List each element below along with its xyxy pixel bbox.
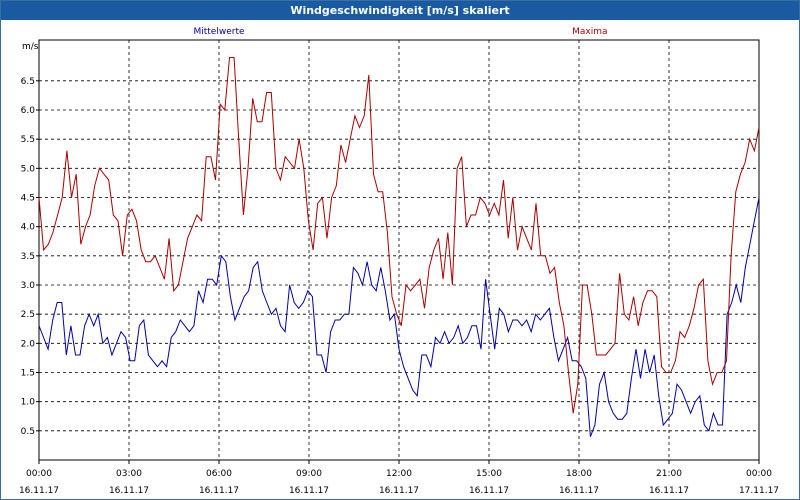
series-layer <box>38 57 760 437</box>
series-line-maxima <box>38 57 760 414</box>
x-tick-time: 15:00 <box>476 469 502 479</box>
grid <box>39 40 759 460</box>
x-tick-time: 12:00 <box>386 469 412 479</box>
y-tick-label: 6.0 <box>21 106 36 116</box>
y-tick-label: 3.5 <box>21 252 35 262</box>
y-tick-label: 5.5 <box>21 135 35 145</box>
x-tick-time: 09:00 <box>296 469 322 479</box>
x-tick-date: 16.11.17 <box>199 486 239 496</box>
y-tick-label: 2.5 <box>21 310 35 320</box>
x-tick-time: 21:00 <box>656 469 682 479</box>
x-tick-time: 06:00 <box>206 469 232 479</box>
series-line-mittelwerte <box>38 197 760 437</box>
y-tick-label: 1.5 <box>21 369 35 379</box>
y-tick-label: 4.5 <box>21 194 35 204</box>
y-tick-label: 3.0 <box>21 281 36 291</box>
x-tick-date: 16.11.17 <box>289 486 329 496</box>
x-tick-time: 00:00 <box>26 469 52 479</box>
x-tick-time: 00:00 <box>746 469 772 479</box>
window-title: Windgeschwindigkeit [m/s] skaliert <box>1 1 799 20</box>
legend-entry-maxima: Maxima <box>572 27 607 37</box>
y-tick-label: 5.0 <box>21 164 36 174</box>
x-tick-date: 16.11.17 <box>649 486 689 496</box>
x-tick-date: 16.11.17 <box>109 486 149 496</box>
x-tick-date: 16.11.17 <box>469 486 509 496</box>
legend-entry-mittelwerte: Mittelwerte <box>193 27 244 37</box>
y-tick-label: 1.0 <box>21 398 36 408</box>
x-tick-date: 16.11.17 <box>19 486 59 496</box>
x-tick-date: 16.11.17 <box>379 486 419 496</box>
legend: Mittelwerte Maxima <box>193 27 607 37</box>
x-tick-time: 03:00 <box>116 469 142 479</box>
y-axis: 0.5 1.0 1.5 2.0 2.5 3.0 3.5 4.0 4.5 5.0 5.5 6.0 6.5 <box>21 77 39 437</box>
y-tick-label: 0.5 <box>21 427 35 437</box>
x-tick-time: 18:00 <box>566 469 592 479</box>
x-tick-date: 17.11.17 <box>739 486 779 496</box>
y-axis-label: m/s <box>22 42 39 52</box>
y-tick-label: 4.0 <box>21 223 36 233</box>
x-axis: 00:00 16.11.17 03:00 16.11.17 06:00 16.11.17 0… <box>19 460 779 496</box>
y-tick-label: 6.5 <box>21 77 35 87</box>
y-tick-label: 2.0 <box>21 339 36 349</box>
x-tick-date: 16.11.17 <box>559 486 599 496</box>
